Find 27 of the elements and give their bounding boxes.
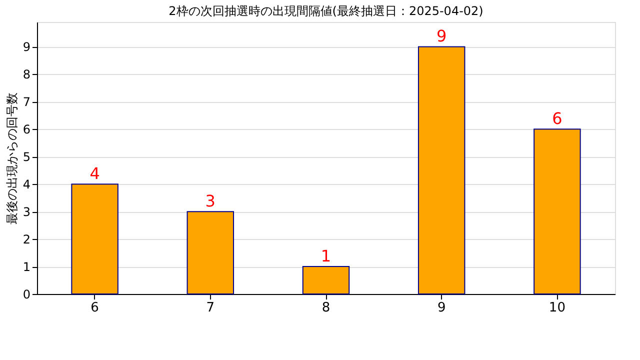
y-tick-label: 7 [22,95,30,110]
bar [302,266,350,294]
data-label: 9 [436,26,447,46]
x-tick-label: 9 [437,300,446,316]
data-label: 4 [90,164,100,184]
y-tick-label: 5 [22,150,30,164]
x-tick-label: 6 [90,300,99,316]
y-tick-label: 1 [22,260,30,274]
x-tick-label: 10 [548,300,566,316]
bar [418,46,466,294]
y-tick-label: 6 [22,122,30,137]
y-tick-label: 3 [22,205,30,220]
y-tick-label: 9 [22,40,30,54]
data-label: 6 [552,109,562,128]
bar [71,184,118,294]
bar [186,211,234,294]
y-tick-label: 8 [22,68,30,82]
data-label: 1 [320,246,332,266]
data-label: 3 [205,192,216,211]
y-axis-title: 最後の出現からの回号数 [4,92,19,224]
chart-title: 2枠の次回抽選時の出現間隔値(最終抽選日：2025-04-02) [168,4,484,18]
y-tick-label: 0 [22,288,30,302]
y-tick-label: 4 [22,178,30,192]
x-tick-label: 7 [206,300,215,316]
x-tick-label: 8 [322,300,330,316]
y-tick-label: 2 [22,232,30,247]
bar [534,128,581,294]
